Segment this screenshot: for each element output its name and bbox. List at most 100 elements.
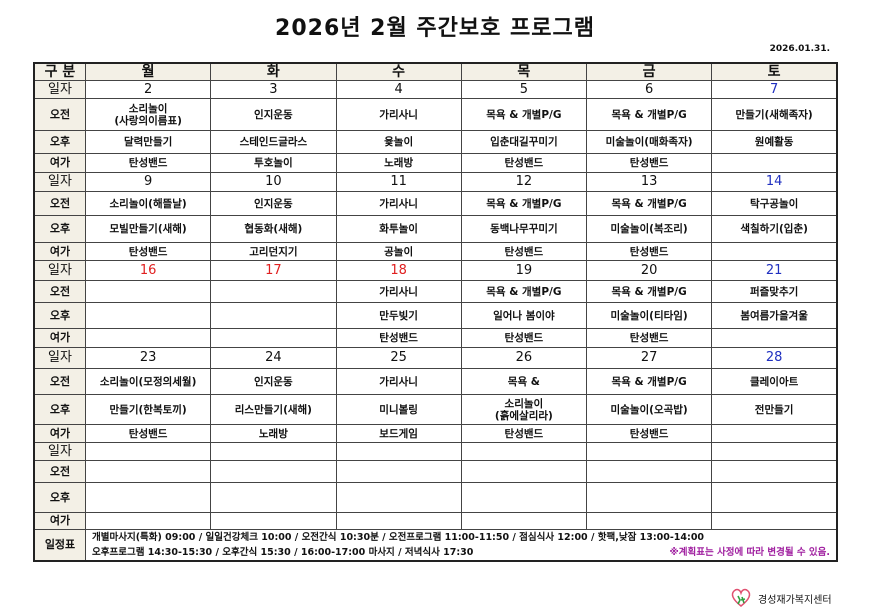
row-label-pm: 오후 [33,130,86,154]
weekday-header: 월 [84,62,212,81]
date-cell: 17 [210,260,337,281]
activity-cell [335,460,462,483]
activity-cell: 인지운동 [210,98,337,131]
date-cell: 2 [84,80,212,99]
week-5-date-row: 일자 [33,442,838,461]
row-label-date: 일자 [33,80,86,99]
date-cell: 25 [335,347,462,369]
activity-cell [84,280,212,303]
activity-cell: 탄성밴드 [335,328,462,348]
activity-cell [711,153,838,173]
activity-cell [585,512,713,530]
activity-cell: 탄성밴드 [84,242,212,261]
date-cell: 11 [335,172,462,192]
date-cell: 9 [84,172,212,192]
row-label-leisure: 여가 [33,242,86,261]
date-cell: 16 [84,260,212,281]
week-5-pm-row: 오후 [33,482,838,513]
activity-cell: 봄여름가을겨울 [711,302,838,329]
week-4-am-row: 오전 소리놀이(모정의세월) 인지운동 가리사니 목욕 & 목욕 & 개별P/G 클레이아트 [33,368,838,395]
activity-cell [210,482,337,513]
week-3-leisure-row: 여가 탄성밴드 탄성밴드 탄성밴드 [33,328,838,348]
row-label-date: 일자 [33,442,86,461]
activity-cell: 동백나무꾸미기 [460,215,588,243]
activity-cell: 화투놀이 [335,215,462,243]
activity-cell: 목욕 & 개별P/G [585,368,713,395]
weekday-header: 화 [210,62,337,81]
activity-cell [711,512,838,530]
activity-cell [711,242,838,261]
activity-cell [84,328,212,348]
change-notice: ※계획표는 사정에 따라 변경될 수 있음. [669,547,830,558]
row-label-leisure: 여가 [33,328,86,348]
row-label-pm: 오후 [33,215,86,243]
activity-cell: 목욕 & 개별P/G [585,191,713,216]
document-date: 2026.01.31. [769,44,830,54]
week-4-date-row: 일자 23 24 25 26 27 28 [33,347,838,369]
center-logo: 경성재가복지센터 [730,588,832,608]
schedule-cell: 개별마사지(특화) 09:00 / 일일건강체크 10:00 / 오전간식 10… [85,529,838,562]
date-cell: 19 [460,260,588,281]
activity-cell: 공놀이 [335,242,462,261]
activity-cell: 만들기(한복토끼) [84,394,212,425]
activity-cell: 탄성밴드 [460,153,588,173]
week-1-date-row: 일자 2 3 4 5 6 7 [33,80,838,99]
week-4-pm-row: 오후 만들기(한복토끼) 리스만들기(새해) 미니볼링 소리놀이 (흙에살리라) 미술놀이… [33,394,838,425]
activity-cell: 인지운동 [210,191,337,216]
activity-cell: 고리던지기 [210,242,337,261]
activity-cell: 만두빚기 [335,302,462,329]
activity-cell: 협동화(새해) [210,215,337,243]
activity-cell: 탁구공놀이 [711,191,838,216]
activity-cell: 윷놀이 [335,130,462,154]
activity-cell: 보드게임 [335,424,462,443]
week-2-date-row: 일자 9 10 11 12 13 14 [33,172,838,192]
activity-cell [210,328,337,348]
week-2-pm-row: 오후 모빌만들기(새해) 협동화(새해) 화투놀이 동백나무꾸미기 미술놀이(복조리) 색칠… [33,215,838,243]
activity-cell: 탄성밴드 [460,424,588,443]
weekday-header: 금 [585,62,713,81]
activity-cell: 소리놀이 (사랑의이름표) [84,98,212,131]
activity-cell: 탄성밴드 [460,242,588,261]
activity-cell: 달력만들기 [84,130,212,154]
activity-cell: 탄성밴드 [585,242,713,261]
date-cell: 24 [210,347,337,369]
activity-cell: 목욕 & [460,368,588,395]
activity-cell [711,482,838,513]
date-cell: 27 [585,347,713,369]
row-label-am: 오전 [33,280,86,303]
row-label-pm: 오후 [33,394,86,425]
activity-cell: 입춘대길꾸미기 [460,130,588,154]
date-cell: 13 [585,172,713,192]
date-cell [335,442,462,461]
activity-cell: 모빌만들기(새해) [84,215,212,243]
activity-cell: 클레이아트 [711,368,838,395]
date-cell: 7 [711,80,838,99]
week-1-pm-row: 오후 달력만들기 스테인드글라스 윷놀이 입춘대길꾸미기 미술놀이(매화족자) 원예활동 [33,130,838,154]
week-1-am-row: 오전 소리놀이 (사랑의이름표) 인지운동 가리사니 목욕 & 개별P/G 목욕 & 개별… [33,98,838,131]
activity-cell: 스테인드글라스 [210,130,337,154]
date-cell [210,442,337,461]
activity-cell: 가리사니 [335,280,462,303]
activity-cell: 목욕 & 개별P/G [460,98,588,131]
activity-cell: 목욕 & 개별P/G [585,98,713,131]
activity-cell: 미술놀이(매화족자) [585,130,713,154]
activity-cell [84,482,212,513]
row-label-date: 일자 [33,172,86,192]
activity-cell: 탄성밴드 [585,153,713,173]
activity-cell: 소리놀이(모정의세월) [84,368,212,395]
activity-cell [460,460,588,483]
date-cell [585,442,713,461]
activity-cell: 일어나 봄이야 [460,302,588,329]
row-label-pm: 오후 [33,302,86,329]
row-label-leisure: 여가 [33,424,86,443]
date-cell [460,442,588,461]
row-label-am: 오전 [33,98,86,131]
activity-cell: 원예활동 [711,130,838,154]
date-cell: 4 [335,80,462,99]
activity-cell: 미니볼링 [335,394,462,425]
week-2-leisure-row: 여가 탄성밴드 고리던지기 공놀이 탄성밴드 탄성밴드 [33,242,838,261]
week-5-am-row: 오전 [33,460,838,483]
activity-cell: 탄성밴드 [460,328,588,348]
